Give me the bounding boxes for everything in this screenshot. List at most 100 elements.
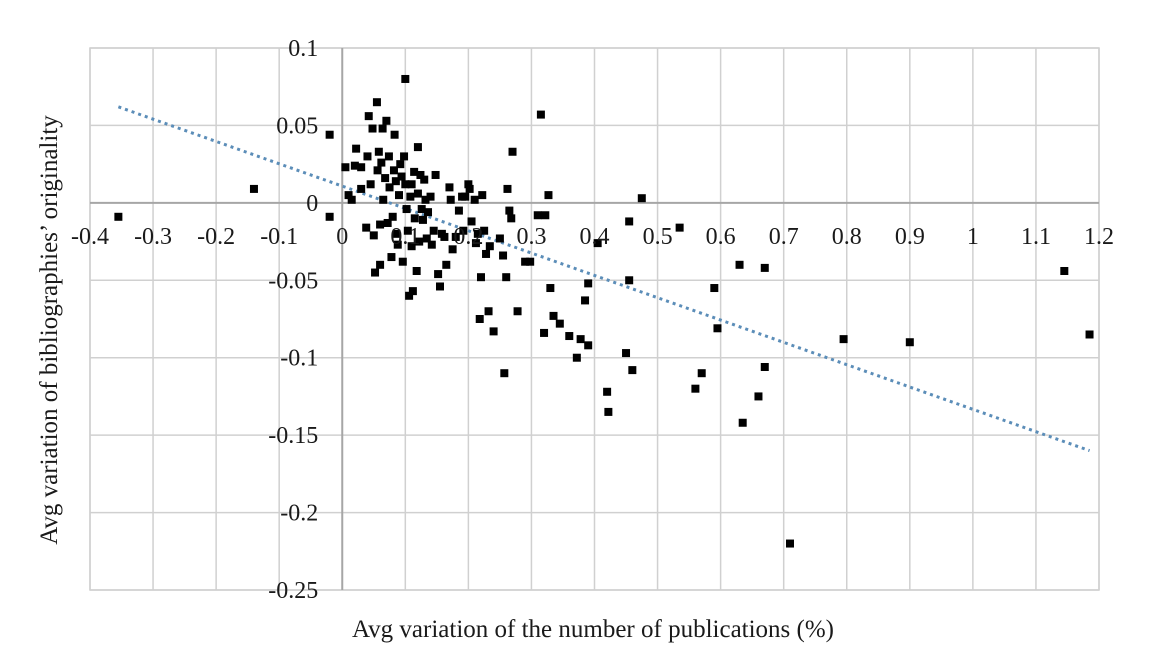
data-point bbox=[369, 231, 378, 240]
data-point bbox=[544, 191, 553, 200]
data-point bbox=[448, 245, 457, 254]
data-point bbox=[427, 240, 436, 249]
data-point bbox=[482, 249, 491, 258]
data-point bbox=[625, 276, 634, 285]
data-point bbox=[373, 166, 382, 175]
data-point bbox=[407, 180, 416, 189]
data-point bbox=[434, 270, 443, 279]
x-tick-label: -0.2 bbox=[197, 224, 235, 250]
y-axis-title: Avg variation of bibliographies’ origina… bbox=[36, 115, 63, 545]
data-point bbox=[341, 163, 350, 172]
data-point bbox=[407, 242, 416, 251]
data-point bbox=[713, 324, 722, 333]
data-point bbox=[368, 124, 377, 133]
data-point bbox=[738, 418, 747, 427]
data-point bbox=[374, 147, 383, 156]
y-tick-label: -0.25 bbox=[268, 578, 318, 604]
data-point bbox=[446, 195, 455, 204]
data-point bbox=[526, 257, 535, 266]
data-point bbox=[478, 191, 487, 200]
data-point bbox=[410, 214, 419, 223]
data-point bbox=[393, 240, 402, 249]
data-point bbox=[622, 349, 631, 358]
data-point bbox=[495, 234, 504, 243]
data-point bbox=[451, 232, 460, 241]
data-point bbox=[429, 226, 438, 235]
data-point bbox=[413, 189, 422, 198]
data-point bbox=[710, 284, 719, 293]
data-point bbox=[416, 170, 425, 179]
data-point bbox=[385, 183, 394, 192]
data-point bbox=[555, 319, 564, 328]
data-point bbox=[357, 184, 366, 193]
data-point bbox=[461, 192, 470, 201]
data-point bbox=[392, 229, 401, 238]
x-tick-label: 0.5 bbox=[643, 224, 673, 250]
data-point bbox=[421, 195, 430, 204]
data-point bbox=[476, 273, 485, 282]
data-point bbox=[426, 192, 435, 201]
data-point bbox=[431, 170, 440, 179]
y-tick-label: -0.2 bbox=[280, 501, 318, 527]
data-point bbox=[325, 130, 334, 139]
data-point bbox=[521, 257, 530, 266]
data-point bbox=[384, 152, 393, 161]
data-point bbox=[576, 335, 585, 344]
data-point bbox=[396, 160, 405, 169]
x-tick-label: 0.1 bbox=[390, 224, 420, 250]
data-point bbox=[402, 205, 411, 214]
data-point bbox=[406, 192, 415, 201]
data-point bbox=[581, 296, 590, 305]
data-point bbox=[565, 332, 574, 341]
data-point bbox=[905, 338, 914, 347]
data-point bbox=[381, 174, 390, 183]
x-tick-label: -0.4 bbox=[71, 224, 109, 250]
data-point bbox=[754, 392, 763, 401]
data-point bbox=[572, 353, 581, 362]
data-point bbox=[389, 166, 398, 175]
data-point bbox=[584, 279, 593, 288]
y-tick-labels: 0.1 0.05 0 -0.05 -0.1 -0.15 -0.2 -0.25 bbox=[268, 36, 318, 604]
data-point bbox=[475, 315, 484, 323]
data-point bbox=[484, 307, 493, 316]
data-point bbox=[413, 143, 422, 152]
x-tick-label: 0.4 bbox=[580, 224, 610, 250]
data-point bbox=[418, 215, 427, 224]
data-point bbox=[533, 211, 542, 220]
data-point bbox=[377, 158, 386, 167]
x-tick-label: -0.3 bbox=[134, 224, 172, 250]
data-point bbox=[467, 217, 476, 226]
data-point bbox=[459, 226, 468, 235]
data-point bbox=[500, 369, 509, 378]
data-point bbox=[507, 214, 516, 223]
data-point bbox=[675, 223, 684, 232]
data-point bbox=[593, 239, 602, 248]
data-point bbox=[628, 366, 637, 375]
data-point bbox=[1060, 266, 1069, 275]
data-point bbox=[422, 234, 431, 243]
data-point bbox=[401, 74, 410, 83]
data-point bbox=[513, 307, 522, 316]
data-point bbox=[435, 282, 444, 291]
data-point bbox=[400, 152, 409, 161]
data-point bbox=[502, 273, 511, 282]
data-point bbox=[376, 220, 385, 229]
x-tick-label: 0.6 bbox=[706, 224, 736, 250]
data-point bbox=[424, 208, 433, 217]
x-axis-title: Avg variation of the number of publicati… bbox=[352, 616, 834, 643]
data-point bbox=[489, 327, 498, 336]
data-point bbox=[785, 539, 794, 548]
data-point bbox=[454, 206, 463, 215]
data-point bbox=[397, 172, 406, 181]
data-point bbox=[604, 407, 613, 416]
axes bbox=[90, 48, 1099, 590]
data-point bbox=[352, 144, 361, 153]
x-tick-label: 1 bbox=[967, 224, 979, 250]
data-point bbox=[760, 263, 769, 272]
data-point bbox=[408, 287, 417, 296]
x-tick-label: 0.8 bbox=[832, 224, 862, 250]
data-point bbox=[445, 183, 454, 192]
x-tick-label: 1.1 bbox=[1021, 224, 1051, 250]
data-point bbox=[637, 194, 646, 203]
